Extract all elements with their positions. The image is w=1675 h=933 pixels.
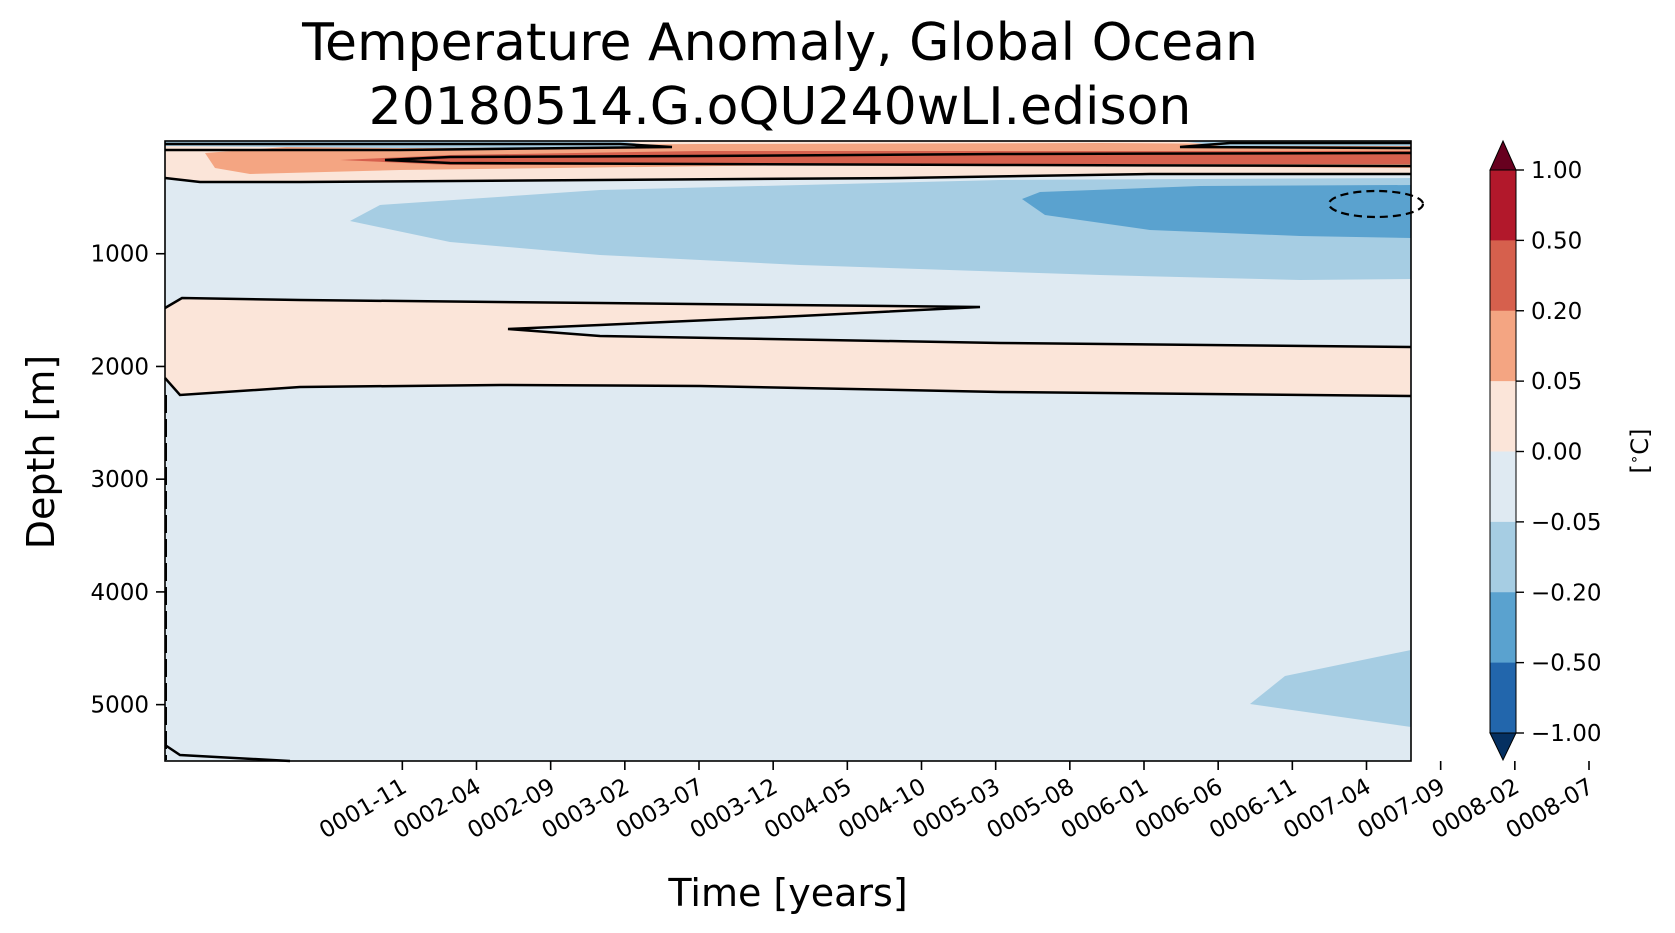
y-tick-label: 4000 [90, 580, 149, 606]
colorbar-segment [1490, 310, 1516, 382]
y-axis-ticks: 1000 2000 3000 4000 5000 [90, 242, 165, 719]
colorbar-segment [1490, 381, 1516, 452]
colorbar-tick-label: 0.05 [1531, 369, 1582, 395]
contour-plot-area [164, 140, 1425, 763]
colorbar-tick-label: −0.20 [1531, 580, 1601, 606]
contour-line-surface-right [1179, 141, 1412, 150]
colorbar-segment [1490, 170, 1516, 241]
colorbar-extend-over [1489, 139, 1517, 171]
colorbar-tick-label: −0.05 [1531, 510, 1601, 536]
y-axis-label: Depth [m] [19, 355, 63, 550]
colorbar-segment [1490, 662, 1516, 734]
y-tick-label: 1000 [90, 242, 149, 268]
colorbar-tick-label: 0.00 [1531, 440, 1582, 466]
plot-frame [164, 140, 1412, 762]
colorbar-tick-label: 1.00 [1531, 158, 1582, 184]
contour-line-upper-band [164, 172, 1411, 184]
colorbar-segment [1490, 451, 1516, 523]
contour-fill-cool-core [1022, 185, 1411, 238]
chart-subtitle: 20180514.G.oQU240wLI.edison [369, 77, 1192, 137]
y-tick-label: 3000 [90, 467, 149, 493]
contour-line-warm-band-bottom [164, 377, 1412, 398]
colorbar-tick-label: −1.00 [1531, 721, 1601, 747]
contour-lines [164, 141, 1425, 763]
x-axis-ticks: 0001-110002-040002-090003-020003-070003-… [315, 761, 1598, 844]
colorbar-ticks: 1.00 0.50 0.20 0.05 0.00 −0.05 −0.20 −0.50 −1.00 [1516, 158, 1601, 747]
contour-line-bottom [164, 743, 291, 763]
contour-line-warm-band [164, 296, 1412, 349]
y-tick-label: 2000 [90, 354, 149, 380]
x-axis-label: Time [years] [667, 871, 907, 915]
contour-fill-deep-cool [1250, 650, 1411, 727]
colorbar-segment [1490, 240, 1516, 312]
contour-fill-warm-band [165, 298, 1411, 396]
colorbar-segment [1490, 521, 1516, 593]
contour-line-surface [165, 142, 673, 152]
contour-line-dashed-lens [1327, 189, 1425, 219]
colorbar-tick-label: 0.20 [1531, 299, 1582, 325]
colorbar-segments [1489, 169, 1517, 734]
colorbar-segment [1490, 592, 1516, 664]
colorbar-label: [∘C] [1625, 429, 1654, 474]
colorbar-extend-under [1489, 732, 1517, 762]
colorbar: 1.00 0.50 0.20 0.05 0.00 −0.05 −0.20 −0.50 −1.00… [1489, 139, 1654, 762]
colorbar-tick-label: 0.50 [1531, 228, 1582, 254]
colorbar-tick-label: −0.50 [1531, 651, 1601, 677]
contour-line-core [384, 151, 1412, 168]
y-tick-label: 5000 [90, 693, 149, 719]
chart-title: Temperature Anomaly, Global Ocean [301, 13, 1258, 73]
